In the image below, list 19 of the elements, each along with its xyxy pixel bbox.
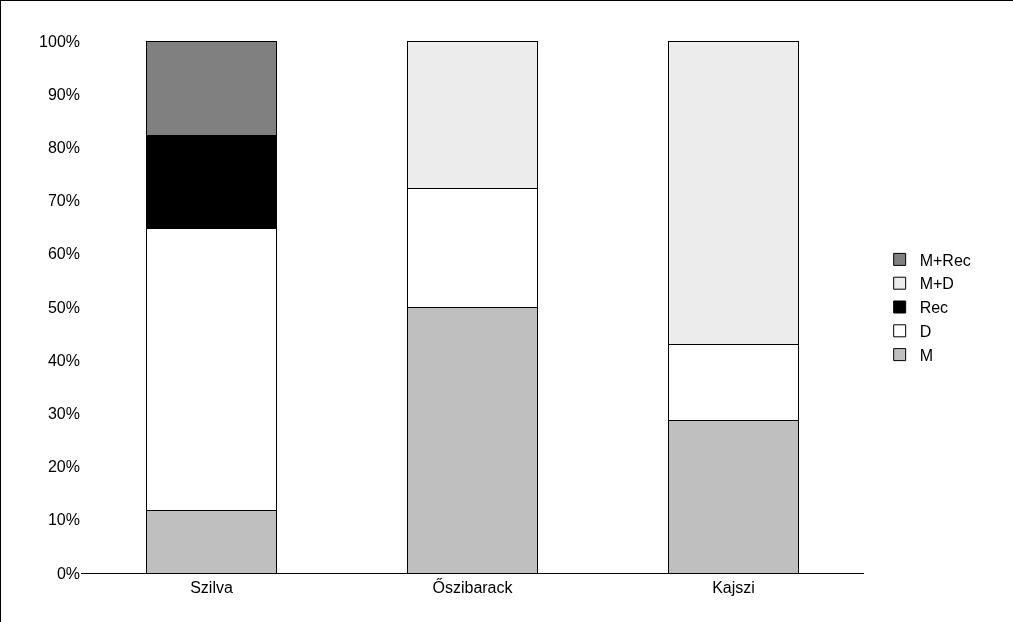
y-tick-label: 30% (47, 405, 80, 422)
y-tick-label: 20% (47, 458, 80, 476)
y-tick-label: 70% (47, 192, 80, 210)
x-tick-label: Kajszi (712, 579, 755, 597)
y-tick-label: 80% (47, 139, 80, 156)
y-tick-label: 50% (47, 298, 80, 316)
y-tick-label: 10% (47, 511, 80, 529)
legend-label: M+D (919, 275, 954, 293)
legend-label: M+Rec (919, 251, 971, 269)
y-tick-label: 100% (39, 32, 80, 50)
y-tick-label: 90% (47, 85, 80, 103)
x-tick-label: Őszibarack (432, 578, 514, 597)
legend-label: D (919, 323, 932, 341)
y-tick-label: 60% (47, 245, 80, 263)
legend-label: M (919, 346, 933, 364)
legend-label: Rec (919, 299, 949, 317)
x-tick-label: Szilva (190, 579, 233, 597)
y-tick-label: 0% (56, 564, 80, 582)
y-tick-label: 40% (47, 351, 80, 369)
